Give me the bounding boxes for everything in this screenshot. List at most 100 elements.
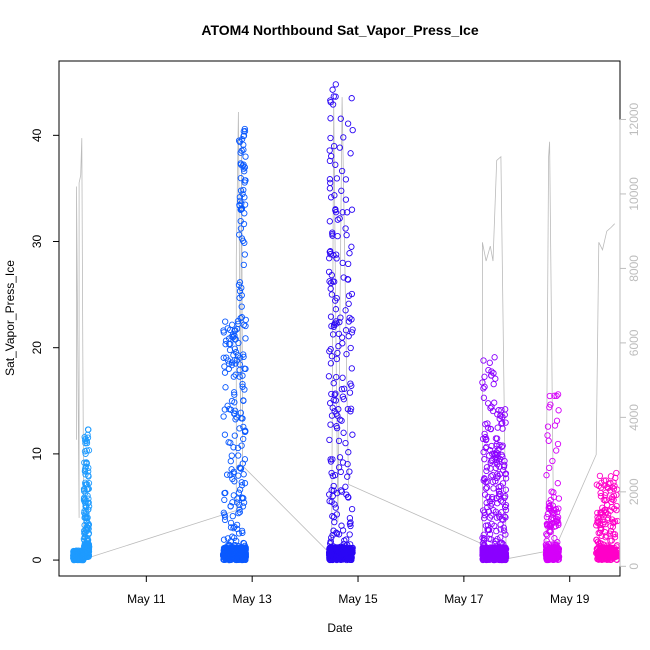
data-point — [485, 555, 493, 562]
data-point — [607, 487, 614, 494]
data-point — [241, 428, 249, 436]
data-point — [230, 389, 238, 396]
data-point — [328, 390, 335, 398]
data-point — [240, 353, 247, 361]
data-point — [239, 460, 246, 467]
data-point — [551, 422, 559, 429]
data-point — [339, 209, 346, 216]
data-point — [334, 232, 341, 240]
data-point — [555, 505, 562, 512]
data-point — [493, 449, 500, 456]
data-point — [230, 444, 237, 451]
data-point — [326, 255, 333, 262]
data-point — [224, 545, 232, 553]
data-point — [331, 518, 338, 526]
data-point — [554, 480, 561, 487]
data-point — [594, 545, 601, 553]
data-point — [481, 430, 488, 438]
data-point — [339, 459, 347, 466]
data-point — [227, 519, 235, 527]
data-point — [608, 537, 615, 544]
data-point — [221, 496, 228, 504]
data-point — [347, 150, 354, 157]
data-point — [223, 471, 231, 478]
data-point — [236, 231, 243, 238]
y-tick-label: 30 — [30, 235, 44, 249]
data-point — [502, 503, 509, 511]
data-point — [233, 537, 240, 545]
data-point — [329, 492, 336, 500]
data-point — [481, 475, 488, 483]
data-point — [227, 340, 234, 348]
data-point — [502, 419, 509, 426]
data-point — [232, 360, 239, 367]
data-point — [236, 201, 243, 209]
data-point — [554, 440, 562, 448]
data-point — [80, 485, 88, 493]
data-point — [228, 452, 235, 459]
data-point — [610, 479, 617, 486]
data-point — [340, 429, 347, 436]
data-point — [490, 380, 497, 388]
data-point — [331, 501, 338, 508]
data-point — [502, 556, 509, 563]
data-point — [239, 380, 246, 388]
data-point — [326, 278, 333, 285]
data-point — [345, 300, 352, 307]
data-point — [345, 333, 352, 340]
data-point — [600, 477, 608, 484]
data-point — [481, 373, 488, 380]
data-point — [236, 501, 243, 509]
data-point — [343, 231, 350, 239]
x-axis-label: Date — [327, 621, 353, 635]
data-point — [330, 380, 337, 387]
x-tick-label: May 11 — [127, 592, 166, 606]
data-point — [238, 303, 245, 310]
data-point — [327, 194, 335, 201]
data-point-peak — [491, 354, 498, 361]
data-point — [331, 192, 338, 199]
data-point — [328, 291, 336, 298]
data-point — [339, 527, 347, 534]
data-point — [231, 391, 238, 398]
data-point — [500, 554, 508, 561]
data-point — [488, 403, 495, 410]
data-point — [348, 329, 356, 336]
data-point — [241, 194, 248, 201]
data-point — [342, 225, 349, 232]
data-point — [338, 167, 346, 175]
data-point — [597, 544, 604, 551]
data-point — [82, 450, 89, 457]
data-point — [223, 354, 230, 361]
y-tick-label: 40 — [30, 128, 44, 142]
data-point — [342, 483, 349, 490]
overlay-line-layer — [76, 97, 615, 560]
data-point — [337, 115, 344, 122]
points-layer — [70, 81, 621, 564]
data-point — [232, 371, 239, 378]
data-point — [326, 248, 333, 256]
data-point — [338, 386, 346, 393]
data-point — [82, 440, 89, 447]
data-point — [347, 519, 354, 526]
data-point — [480, 535, 488, 542]
data-point — [345, 260, 352, 268]
data-point — [497, 526, 504, 533]
data-point — [83, 459, 90, 467]
data-point — [343, 209, 351, 216]
data-point — [235, 530, 243, 537]
data-point — [491, 522, 498, 529]
data-point — [342, 307, 349, 314]
data-point — [611, 554, 619, 561]
data-point — [544, 510, 552, 518]
data-point — [336, 318, 343, 326]
data-point — [494, 500, 501, 507]
data-point — [239, 503, 247, 510]
data-point — [228, 466, 235, 473]
data-point — [598, 484, 605, 491]
data-point — [546, 392, 553, 400]
data-point — [340, 545, 347, 553]
data-point — [231, 399, 238, 406]
data-point — [241, 386, 248, 393]
